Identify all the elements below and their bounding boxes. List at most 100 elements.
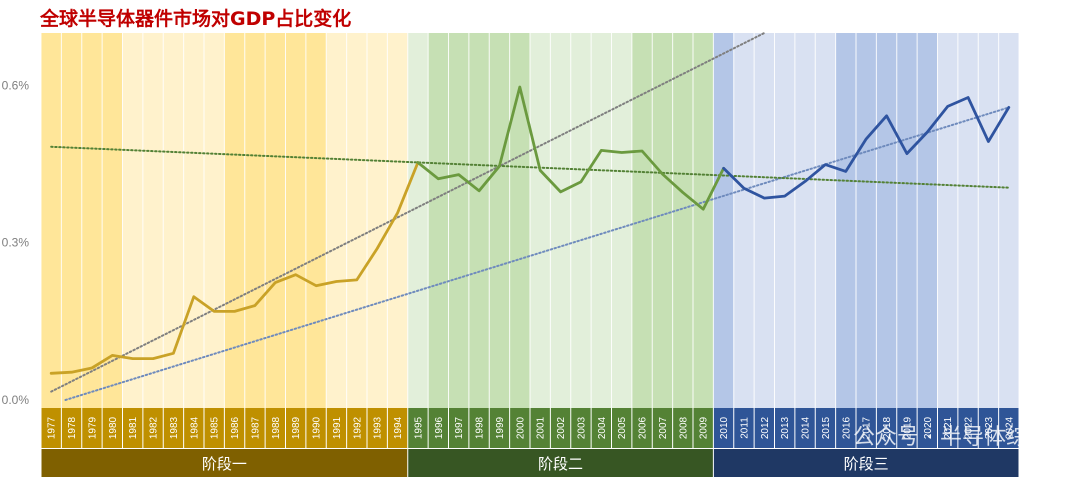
x-tick-label: 2021 (943, 416, 954, 439)
x-tick-label: 1984 (189, 416, 200, 439)
x-tick-label: 1997 (454, 416, 465, 439)
x-tick-cell-2021 (938, 408, 958, 448)
x-tick-label: 1996 (434, 416, 445, 439)
x-tick-label: 2018 (882, 416, 893, 439)
x-tick-label: 2004 (597, 416, 608, 439)
x-tick-label: 1982 (149, 416, 160, 439)
x-tick-label: 2019 (902, 416, 913, 439)
x-tick-cell-1981 (123, 408, 143, 448)
watermark-text: 公众号 · 半导体综研 (853, 425, 1050, 450)
x-tick-label: 1977 (47, 416, 58, 439)
series-line-phase-3 (722, 96, 1011, 200)
x-tick-label: 2020 (923, 416, 934, 439)
x-tick-label: 2013 (780, 416, 791, 439)
phase-bar-3 (713, 449, 1019, 477)
x-tick-label: 1981 (128, 416, 139, 439)
x-tick-label: 2024 (1004, 416, 1015, 439)
x-tick-cell-2011 (734, 408, 754, 448)
year-gridlines (40, 33, 1020, 408)
x-tick-cell-1986 (224, 408, 245, 448)
x-tick-cell-2023 (978, 408, 999, 448)
x-tick-label: 2012 (760, 416, 771, 439)
x-tick-label: 2001 (536, 416, 547, 439)
phase-bar-2 (408, 449, 713, 477)
phase-3-band-2016 (835, 33, 938, 408)
y-tick-label: 0.6% (2, 78, 30, 92)
x-tick-label: 1990 (312, 416, 323, 439)
x-tick-cell-2008 (673, 408, 693, 448)
x-tick-cell-1982 (143, 408, 163, 448)
x-tick-label: 1979 (87, 416, 98, 439)
x-tick-cell-1989 (286, 408, 306, 448)
x-tick-label: 1980 (108, 416, 119, 439)
x-tick-cell-1994 (387, 408, 408, 448)
series-lines (49, 85, 1011, 375)
phase-label-1: 阶段一 (202, 455, 247, 473)
x-tick-label: 2000 (515, 416, 526, 439)
x-tick-label: 2023 (984, 416, 995, 439)
x-tick-cell-1997 (449, 408, 469, 448)
y-tick-label: 0.3% (2, 236, 30, 250)
x-tick-cell-1984 (184, 408, 204, 448)
phase-3-band-2010 (713, 33, 734, 408)
x-tick-cell-2003 (571, 408, 591, 448)
x-tick-cell-1992 (347, 408, 367, 448)
x-tick-label: 2022 (964, 416, 975, 439)
y-tick-label: 0.0% (2, 393, 30, 407)
x-tick-label: 2006 (638, 416, 649, 439)
phase-2-band-2001 (530, 33, 632, 408)
x-tick-cell-2013 (775, 408, 795, 448)
x-tick-label: 2009 (699, 416, 710, 439)
x-tick-cell-2016 (836, 408, 856, 448)
x-tick-label: 2015 (821, 416, 832, 439)
x-tick-label: 1991 (332, 416, 343, 439)
phase-2-band-1995 (407, 33, 429, 408)
x-tick-label: 2005 (617, 416, 628, 439)
x-tick-cell-1996 (428, 408, 448, 448)
x-tick-cell-2019 (897, 408, 917, 448)
x-tick-label: 2008 (678, 416, 689, 439)
x-tick-cell-2022 (958, 408, 978, 448)
phase-bar-1 (41, 449, 408, 477)
x-tick-cell-1990 (306, 408, 326, 448)
x-tick-label: 2014 (801, 416, 812, 439)
x-tick-cell-1991 (326, 408, 347, 448)
x-axis: 1977 1978 1979 1980 1981 1982 1983 1984 1985 1986… (41, 408, 1019, 448)
x-tick-cell-1983 (163, 408, 184, 448)
x-tick-label: 1983 (169, 416, 180, 439)
x-tick-cell-1977 (41, 408, 61, 448)
series-line-phase-2 (416, 85, 725, 211)
x-tick-cell-1998 (469, 408, 489, 448)
x-tick-label: 1992 (352, 416, 363, 439)
x-tick-label: 2007 (658, 416, 669, 439)
watermark: 公众号 · 半导体综研 (853, 425, 1050, 450)
x-tick-cell-2000 (510, 408, 530, 448)
phase-label-2: 阶段二 (538, 455, 583, 473)
x-tick-cell-1980 (102, 408, 122, 448)
x-tick-label: 1995 (413, 416, 424, 439)
x-tick-cell-1979 (82, 408, 102, 448)
chart-title: 全球半导体器件市场对GDP占比变化 (40, 8, 352, 30)
x-tick-cell-2015 (815, 408, 836, 448)
x-tick-cell-1988 (265, 408, 285, 448)
phase-2-band-1996 (428, 33, 530, 408)
x-tick-label: 2017 (862, 416, 873, 439)
x-tick-label: 1993 (373, 416, 384, 439)
x-tick-cell-2020 (917, 408, 937, 448)
x-tick-label: 2002 (556, 416, 567, 439)
x-tick-cell-2018 (876, 408, 897, 448)
x-tick-label: 1994 (393, 416, 404, 439)
x-tick-cell-1978 (61, 408, 82, 448)
trendline-1 (50, 32, 766, 393)
x-tick-cell-2002 (550, 408, 571, 448)
x-tick-cell-1993 (367, 408, 387, 448)
x-tick-cell-2009 (693, 408, 713, 448)
x-tick-label: 1999 (495, 416, 506, 439)
series-line-phase-1 (49, 161, 420, 375)
x-tick-label: 1988 (271, 416, 282, 439)
phase-bar: 阶段一 阶段二 阶段三 (41, 449, 1019, 477)
y-axis: 0.0% 0.3% 0.6% (2, 78, 30, 407)
phase-3-band-2011 (733, 33, 836, 408)
x-tick-cell-2010 (713, 408, 734, 448)
